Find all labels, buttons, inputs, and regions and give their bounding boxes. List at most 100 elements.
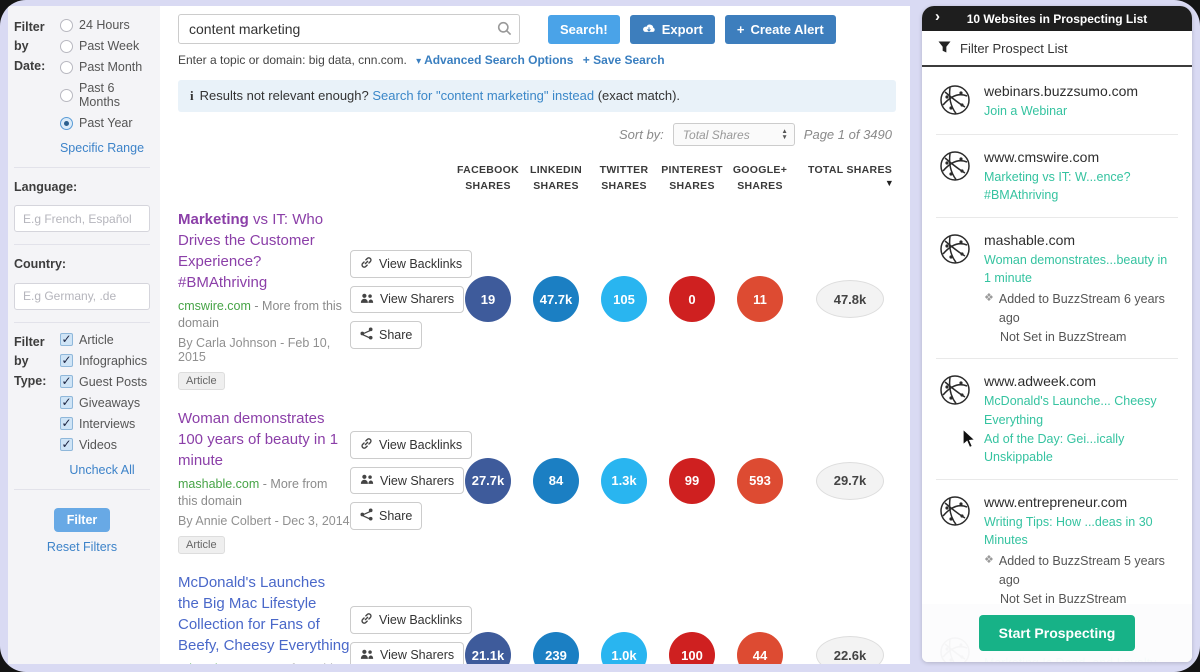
- prospect-domain[interactable]: www.adweek.com: [984, 373, 1097, 390]
- prospect-article-link[interactable]: Ad of the Day: Gei...ically Unskippable: [984, 431, 1125, 465]
- type-filter-option[interactable]: ✓ Article: [60, 332, 114, 347]
- prospect-article-link[interactable]: McDonald's Launche... Cheesy Everything: [984, 394, 1157, 427]
- globe-network-icon: [938, 373, 972, 467]
- date-filter-option[interactable]: Past Week: [60, 39, 150, 53]
- share-button[interactable]: Share: [350, 320, 423, 349]
- column-header[interactable]: TWITTER SHARES: [599, 164, 649, 193]
- search-button[interactable]: Search!: [548, 14, 620, 44]
- result-row: Woman demonstrates 100 years of beauty i…: [178, 394, 896, 558]
- start-prospecting-button[interactable]: Start Prospecting: [978, 615, 1136, 651]
- article-domain-link[interactable]: cmswire.com: [178, 298, 251, 313]
- article-title[interactable]: Woman demonstrates 100 years of beauty i…: [178, 409, 339, 469]
- type-filter-option[interactable]: ✓ Giveaways: [60, 395, 141, 410]
- sort-row: Sort by: Total Shares ▲ ▼ Page 1 of 3490: [178, 123, 896, 146]
- column-header[interactable]: LINKEDIN SHARES: [530, 164, 582, 193]
- prospect-domain[interactable]: webinars.buzzsumo.com: [984, 83, 1139, 99]
- collapse-panel-chevron-icon[interactable]: ›: [935, 8, 940, 25]
- prospect-domain[interactable]: www.cmswire.com: [984, 149, 1100, 165]
- prospect-article-link[interactable]: Writing Tips: How ...deas in 30 Minutes: [984, 514, 1153, 548]
- prospect-article-link[interactable]: Marketing vs IT: W...ence? #BMAthriving: [984, 169, 1131, 203]
- prospect-domain[interactable]: mashable.com: [984, 232, 1076, 249]
- date-filter-option[interactable]: Past 6 Months: [60, 81, 150, 109]
- globe-network-icon: [938, 232, 972, 346]
- column-header[interactable]: GOOGLE+ SHARES: [732, 164, 788, 193]
- share-network-icon: [360, 326, 373, 343]
- funnel-icon: [938, 40, 951, 56]
- view-backlinks-button[interactable]: View Backlinks: [350, 249, 473, 278]
- view-sharers-button[interactable]: View Sharers: [350, 285, 465, 313]
- more-from-domain-link[interactable]: - More from this domain: [178, 298, 342, 330]
- share-button[interactable]: Share: [350, 502, 423, 531]
- date-filter-option[interactable]: Past Month: [60, 60, 150, 74]
- search-input[interactable]: [178, 14, 520, 44]
- select-stepper-icon: ▲ ▼: [781, 127, 788, 141]
- sort-direction-caret-icon[interactable]: ▼: [884, 178, 895, 188]
- chevron-down-icon: ▾: [416, 56, 422, 67]
- type-filter-option[interactable]: ✓ Videos: [60, 437, 117, 452]
- twitter-shares-count: 1.3k: [601, 457, 647, 504]
- prospect-item: mashable.com Woman demonstrates...beauty …: [936, 218, 1178, 360]
- info-icon: i: [190, 88, 194, 103]
- advanced-search-options-link[interactable]: ▾ Advanced Search Options: [416, 53, 574, 67]
- type-filter-option[interactable]: ✓ Guest Posts: [60, 374, 148, 389]
- checkbox-icon: ✓: [60, 395, 73, 410]
- date-filter-option[interactable]: 24 Hours: [60, 18, 150, 32]
- column-header-row: FACEBOOK SHARES LINKEDIN SHARES TWITTER SH…: [178, 162, 896, 195]
- type-filter-option[interactable]: ✓ Infographics: [60, 353, 148, 368]
- sort-select[interactable]: Total Shares ▲ ▼: [672, 123, 795, 146]
- article-cell: Marketing vs IT: Who Drives the Customer…: [178, 209, 350, 390]
- view-sharers-button[interactable]: View Sharers: [350, 641, 465, 664]
- article-byline: By Carla Johnson - Feb 10, 2015: [178, 335, 331, 364]
- country-input[interactable]: [14, 282, 150, 310]
- share-network-icon: [360, 508, 373, 524]
- radio-icon: [60, 18, 73, 32]
- facebook-shares-count: 21.1k: [465, 632, 511, 664]
- article-byline: By Annie Colbert - Dec 3, 2014: [178, 513, 350, 528]
- prospect-article-link[interactable]: Woman demonstrates...beauty in 1 minute: [984, 252, 1168, 286]
- pinterest-shares-count: 0: [669, 276, 715, 323]
- filter-prospect-list[interactable]: Filter Prospect List: [922, 31, 1192, 67]
- search-bar: Search! Export +Create Alert: [178, 14, 896, 44]
- prospect-article-link[interactable]: Join a Webinar: [984, 103, 1068, 118]
- article-cell: McDonald's Launches the Big Mac Lifestyl…: [178, 572, 350, 664]
- save-search-link[interactable]: + Save Search: [582, 53, 665, 67]
- type-filter-option[interactable]: ✓ Interviews: [60, 416, 136, 431]
- article-domain-link[interactable]: mashable.com: [178, 476, 260, 491]
- date-filter-option[interactable]: Past Year: [60, 116, 150, 130]
- checkbox-icon: ✓: [60, 437, 73, 452]
- language-input[interactable]: [14, 205, 150, 233]
- column-header[interactable]: FACEBOOK SHARES: [457, 164, 519, 193]
- checkbox-icon: ✓: [60, 353, 73, 368]
- create-alert-button[interactable]: + Create Alert: [724, 14, 836, 44]
- export-button[interactable]: Export: [629, 14, 715, 44]
- exact-match-search-link[interactable]: Search for "content marketing" instead: [372, 88, 595, 103]
- article-domain-link[interactable]: adweek.com: [178, 662, 248, 664]
- hint-text: Enter a topic or domain: big data, cnn.c…: [178, 53, 407, 67]
- article-title[interactable]: McDonald's Launches the Big Mac Lifestyl…: [178, 573, 350, 654]
- view-backlinks-button[interactable]: View Backlinks: [350, 605, 473, 634]
- date-filter-section: Filter by Date: 24 Hours Past Week Past Mo…: [14, 16, 150, 167]
- diamond-icon: ❖: [984, 292, 994, 305]
- uncheck-all-link[interactable]: Uncheck All: [69, 462, 135, 477]
- specific-range-link[interactable]: Specific Range: [59, 141, 145, 155]
- column-header[interactable]: TOTAL SHARES ▼: [808, 162, 895, 195]
- more-from-domain-link[interactable]: - More from this domain: [178, 662, 340, 664]
- prospect-count-title: 10 Websites in Prospecting List: [966, 11, 1148, 26]
- view-backlinks-button[interactable]: View Backlinks: [350, 431, 473, 460]
- checkbox-icon: ✓: [60, 416, 73, 431]
- language-section: Language:: [14, 167, 150, 244]
- view-sharers-button[interactable]: View Sharers: [350, 467, 465, 495]
- reset-filters-link[interactable]: Reset Filters: [46, 539, 118, 554]
- search-icon[interactable]: [497, 21, 512, 41]
- page-info: Page 1 of 3490: [803, 127, 892, 142]
- more-from-domain-link[interactable]: - More from this domain: [178, 476, 328, 508]
- column-header[interactable]: PINTEREST SHARES: [661, 164, 723, 193]
- prospect-domain[interactable]: www.entrepreneur.com: [984, 494, 1128, 511]
- filter-button[interactable]: Filter: [53, 507, 111, 532]
- prospect-item: www.entrepreneur.com Writing Tips: How ..…: [936, 480, 1178, 622]
- notice-prefix: Results not relevant enough?: [199, 88, 369, 103]
- linkedin-shares-count: 47.7k: [533, 276, 579, 323]
- article-title[interactable]: Marketing vs IT: Who Drives the Customer…: [178, 210, 324, 291]
